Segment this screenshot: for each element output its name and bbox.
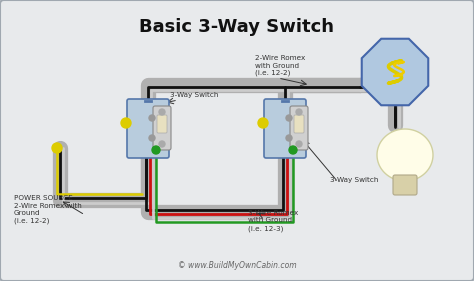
- Circle shape: [152, 146, 160, 154]
- FancyBboxPatch shape: [393, 175, 417, 195]
- Circle shape: [149, 135, 155, 141]
- Circle shape: [286, 135, 292, 141]
- FancyBboxPatch shape: [290, 106, 308, 150]
- Circle shape: [289, 146, 297, 154]
- Text: 3-Wire Romex
with Ground
(i.e. 12-3): 3-Wire Romex with Ground (i.e. 12-3): [248, 210, 298, 232]
- FancyBboxPatch shape: [294, 115, 304, 133]
- Text: 2-Wire Romex
with Ground
(i.e. 12-2): 2-Wire Romex with Ground (i.e. 12-2): [255, 55, 305, 76]
- Polygon shape: [377, 129, 433, 181]
- Circle shape: [258, 118, 268, 128]
- Text: POWER SOURCE
2-Wire Romex with
Ground
(i.e. 12-2): POWER SOURCE 2-Wire Romex with Ground (i…: [14, 195, 82, 224]
- Circle shape: [52, 143, 62, 153]
- FancyBboxPatch shape: [153, 106, 171, 150]
- Circle shape: [159, 109, 165, 115]
- Text: Basic 3-Way Switch: Basic 3-Way Switch: [139, 18, 335, 36]
- Text: 3-Way Switch: 3-Way Switch: [330, 177, 378, 183]
- Polygon shape: [362, 39, 428, 105]
- Circle shape: [121, 118, 131, 128]
- FancyBboxPatch shape: [264, 99, 306, 158]
- Circle shape: [296, 141, 302, 147]
- Circle shape: [159, 141, 165, 147]
- Circle shape: [149, 115, 155, 121]
- FancyBboxPatch shape: [157, 115, 167, 133]
- Text: 3-Way Switch: 3-Way Switch: [170, 92, 219, 98]
- FancyBboxPatch shape: [127, 99, 169, 158]
- Circle shape: [286, 115, 292, 121]
- Circle shape: [296, 109, 302, 115]
- Text: © www.BuildMyOwnCabin.com: © www.BuildMyOwnCabin.com: [178, 261, 296, 270]
